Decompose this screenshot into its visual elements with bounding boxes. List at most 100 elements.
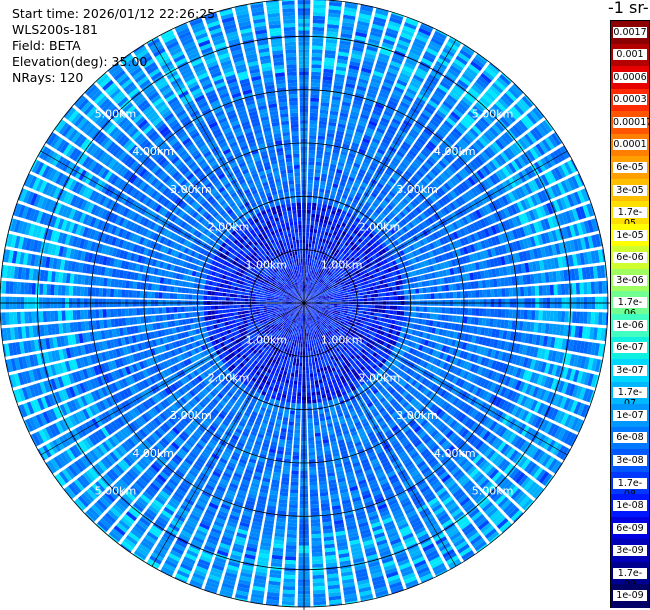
- range-gate: [358, 148, 367, 155]
- range-gate: [320, 386, 325, 391]
- range-gate: [329, 167, 336, 173]
- range-gate: [422, 313, 427, 319]
- range-gate: [350, 189, 357, 195]
- range-gate: [325, 239, 330, 245]
- range-gate: [313, 417, 319, 422]
- range-gate: [374, 297, 379, 301]
- range-gate: [414, 282, 419, 288]
- range-gate: [377, 56, 389, 64]
- range-gate: [345, 183, 352, 189]
- range-gate: [390, 93, 401, 101]
- range-gate: [382, 305, 387, 309]
- range-gate: [403, 284, 408, 290]
- range-gate: [311, 75, 321, 80]
- range-gate: [427, 44, 440, 53]
- range-gate: [315, 349, 319, 354]
- range-gate: [356, 304, 360, 308]
- ray: [304, 44, 475, 303]
- range-gate: [309, 228, 314, 233]
- range-gate: [415, 294, 420, 300]
- range-gate: [323, 268, 328, 273]
- range-gate: [309, 362, 312, 367]
- range-gate: [326, 224, 331, 229]
- range-gate: [329, 299, 334, 301]
- range-gate: [309, 135, 317, 140]
- range-gate: [395, 111, 405, 119]
- range-gate: [470, 317, 476, 325]
- range-gate: [307, 277, 309, 281]
- range-gate: [370, 290, 375, 294]
- range-gate: [373, 155, 382, 162]
- range-gate: [363, 295, 368, 298]
- range-gate: [329, 1, 342, 7]
- range-gate: [381, 309, 386, 314]
- range-gate: [347, 289, 352, 293]
- range-gate: [333, 239, 338, 244]
- range-gate: [423, 294, 428, 300]
- range-gate: [392, 157, 401, 165]
- range-gate: [346, 212, 352, 218]
- range-gate: [383, 110, 393, 118]
- range-gate: [347, 72, 358, 78]
- range-gate: [312, 361, 316, 366]
- range-gate: [320, 371, 325, 376]
- range-gate: [328, 9, 341, 15]
- range-gate: [337, 51, 349, 57]
- range-gate: [317, 372, 322, 377]
- range-gate: [371, 297, 375, 301]
- range-gate: [501, 309, 506, 318]
- range-gate: [357, 20, 370, 27]
- range-gate: [412, 306, 416, 312]
- range-gate: [311, 64, 322, 69]
- range-gate: [313, 372, 318, 377]
- range-gate: [352, 198, 359, 205]
- range-gate: [363, 134, 372, 141]
- range-gate: [364, 175, 371, 182]
- range-gate: [308, 157, 315, 162]
- range-gate: [351, 312, 356, 315]
- range-gate: [313, 11, 326, 17]
- range-gate: [340, 177, 347, 184]
- range-gate: [333, 202, 339, 208]
- range-gate: [382, 81, 393, 89]
- range-gate: [354, 35, 367, 42]
- range-gate: [333, 218, 338, 224]
- range-gate: [307, 425, 314, 430]
- range-gate: [311, 53, 323, 58]
- range-gate: [343, 219, 349, 224]
- range-gate: [430, 307, 435, 313]
- range-gate: [389, 96, 400, 104]
- range-gate: [327, 205, 333, 210]
- range-gate: [391, 57, 403, 65]
- range-gate: [335, 211, 341, 217]
- range-gate: [320, 420, 326, 426]
- range-gate: [346, 199, 352, 205]
- range-gate: [342, 18, 355, 24]
- range-gate: [317, 466, 326, 471]
- range-gate: [402, 25, 416, 34]
- range-gate: [306, 392, 311, 397]
- range-gate: [377, 148, 386, 155]
- range-gate: [497, 309, 502, 318]
- range-gate: [340, 295, 345, 298]
- range-gate: [310, 281, 313, 286]
- range-gate: [363, 298, 368, 302]
- range-gate: [343, 10, 357, 17]
- range-gate: [388, 64, 400, 72]
- range-gate: [314, 271, 317, 276]
- range-gate: [372, 74, 383, 81]
- range-gate: [312, 559, 324, 565]
- range-gate: [322, 238, 327, 244]
- range-gate: [310, 377, 314, 382]
- range-gate: [381, 85, 392, 93]
- range-gate: [349, 149, 357, 155]
- range-gate: [392, 53, 405, 61]
- range-gate: [557, 311, 562, 322]
- range-gate: [320, 390, 326, 395]
- range-gate: [331, 242, 336, 248]
- range-gate: [305, 288, 307, 292]
- range-gate: [307, 292, 310, 297]
- range-gate: [306, 273, 308, 278]
- range-gate: [316, 233, 321, 238]
- range-gate: [313, 0, 327, 6]
